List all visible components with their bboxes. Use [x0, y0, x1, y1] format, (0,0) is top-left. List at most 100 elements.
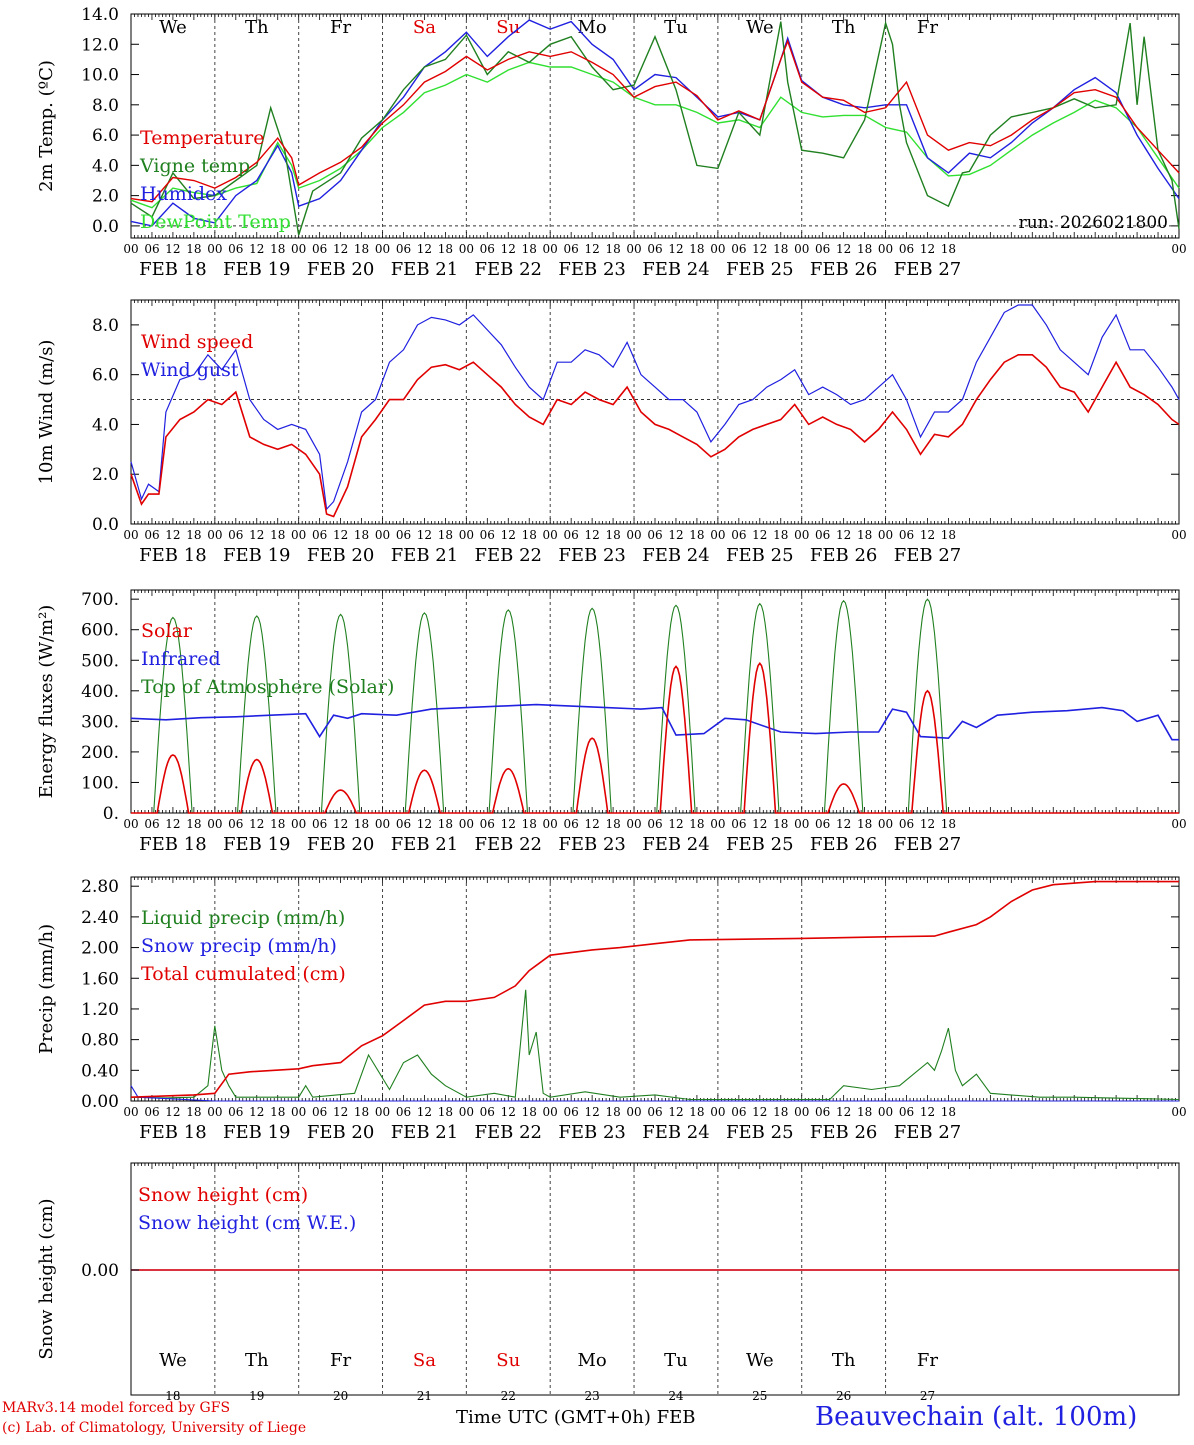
legend-infrared: Infrared: [141, 648, 221, 670]
hour-tick-label: 06: [312, 1105, 327, 1119]
hour-tick-label: 00: [459, 528, 474, 542]
legend-top-of-atmosphere-solar-: Top of Atmosphere (Solar): [141, 676, 394, 698]
y-tick-label: 2.00: [81, 939, 119, 959]
weekday-label: Tu: [664, 1350, 688, 1371]
hour-tick-label: 00: [459, 817, 474, 831]
y-axis-label: Snow height (cm): [36, 1198, 57, 1359]
hour-tick-label: 06: [144, 817, 159, 831]
hour-tick-label: 18: [941, 1105, 956, 1119]
hour-tick-label: 06: [396, 1105, 411, 1119]
hour-tick-label: 12: [333, 242, 348, 256]
hour-tick-label: 18: [857, 242, 872, 256]
hour-tick-label: 12: [417, 242, 432, 256]
weekday-label: Su: [496, 17, 520, 38]
hour-tick-label: 00: [794, 528, 809, 542]
hour-tick-label: 12: [584, 242, 599, 256]
hour-tick-label: 12: [333, 528, 348, 542]
hour-tick-label: 00: [1171, 817, 1186, 831]
date-label: FEB 24: [642, 259, 709, 280]
hour-tick-label: 18: [186, 242, 201, 256]
hour-tick-label: 00: [626, 242, 641, 256]
hour-tick-label: 18: [354, 1105, 369, 1119]
y-tick-label: 2.40: [81, 908, 119, 928]
hour-tick-label: 00: [207, 242, 222, 256]
hour-tick-label: 06: [480, 528, 495, 542]
weekday-label: Th: [832, 1350, 856, 1371]
hour-tick-label: 18: [773, 242, 788, 256]
y-tick-label: 200.: [81, 743, 119, 763]
hour-tick-label: 12: [584, 817, 599, 831]
legend-total-cumulated-cm-: Total cumulated (cm): [141, 963, 346, 985]
hour-tick-label: 06: [647, 1105, 662, 1119]
hour-tick-label: 12: [752, 242, 767, 256]
y-tick-label: 100.: [81, 773, 119, 793]
hour-tick-label: 06: [731, 528, 746, 542]
hour-tick-label: 18: [857, 1105, 872, 1119]
day-number-label: 26: [836, 1389, 851, 1403]
date-label: FEB 18: [139, 545, 206, 566]
hour-tick-label: 18: [354, 528, 369, 542]
y-tick-label: 14.0: [81, 5, 119, 25]
date-label: FEB 22: [475, 545, 542, 566]
hour-tick-label: 06: [731, 242, 746, 256]
series-vigne-temp: [130, 20, 1180, 236]
hour-tick-label: 00: [123, 528, 138, 542]
day-number-label: 21: [417, 1389, 432, 1403]
weekday-label: Tu: [664, 17, 688, 38]
hour-tick-label: 18: [270, 817, 285, 831]
hour-tick-label: 12: [249, 817, 264, 831]
date-label: FEB 21: [391, 1122, 458, 1143]
hour-tick-label: 00: [626, 817, 641, 831]
hour-tick-label: 12: [920, 817, 935, 831]
hour-tick-label: 12: [752, 528, 767, 542]
hour-tick-label: 18: [941, 242, 956, 256]
weekday-label: Mo: [577, 17, 606, 38]
date-label: FEB 26: [810, 545, 877, 566]
hour-tick-label: 00: [375, 817, 390, 831]
y-tick-label: 2.80: [81, 877, 119, 897]
run-label: run: 2026021800: [1019, 213, 1168, 233]
day-number-label: 20: [333, 1389, 348, 1403]
weekday-label: Fr: [917, 1350, 938, 1371]
date-label: FEB 18: [139, 1122, 206, 1143]
hour-tick-label: 00: [878, 817, 893, 831]
date-label: FEB 20: [307, 1122, 374, 1143]
hour-tick-label: 00: [123, 817, 138, 831]
legend-snow-height-cm-: Snow height (cm): [138, 1184, 308, 1206]
hour-tick-label: 18: [438, 817, 453, 831]
y-tick-label: 700.: [81, 590, 119, 610]
hour-tick-label: 06: [396, 817, 411, 831]
weekday-label: Th: [245, 17, 269, 38]
hour-tick-label: 18: [522, 242, 537, 256]
y-tick-label: 300.: [81, 712, 119, 732]
date-label: FEB 20: [307, 834, 374, 855]
weekday-label: Th: [245, 1350, 269, 1371]
hour-tick-label: 00: [878, 242, 893, 256]
y-tick-label: 2.0: [92, 465, 119, 485]
hour-tick-label: 00: [794, 1105, 809, 1119]
series-humidex: [130, 19, 1180, 227]
date-label: FEB 22: [475, 1122, 542, 1143]
y-tick-label: 0.00: [81, 1261, 119, 1281]
hour-tick-label: 00: [626, 528, 641, 542]
y-tick-label: 0.0: [92, 515, 119, 535]
hour-tick-label: 12: [501, 817, 516, 831]
hour-tick-label: 18: [605, 1105, 620, 1119]
hour-tick-label: 18: [186, 817, 201, 831]
hour-tick-label: 06: [396, 242, 411, 256]
hour-tick-label: 06: [228, 817, 243, 831]
hour-tick-label: 00: [710, 817, 725, 831]
hour-tick-label: 00: [207, 1105, 222, 1119]
hour-tick-label: 18: [186, 528, 201, 542]
hour-tick-label: 18: [605, 242, 620, 256]
y-tick-label: 6.0: [92, 366, 119, 386]
date-label: FEB 19: [223, 834, 290, 855]
legend-temperature: Temperature: [140, 127, 264, 149]
hour-tick-label: 06: [815, 817, 830, 831]
hour-tick-label: 00: [543, 817, 558, 831]
hour-tick-label: 00: [375, 1105, 390, 1119]
hour-tick-label: 00: [1171, 242, 1186, 256]
y-tick-label: 6.0: [92, 126, 119, 146]
date-label: FEB 22: [475, 834, 542, 855]
legend-snow-height-cm-w-e-: Snow height (cm W.E.): [138, 1212, 356, 1234]
